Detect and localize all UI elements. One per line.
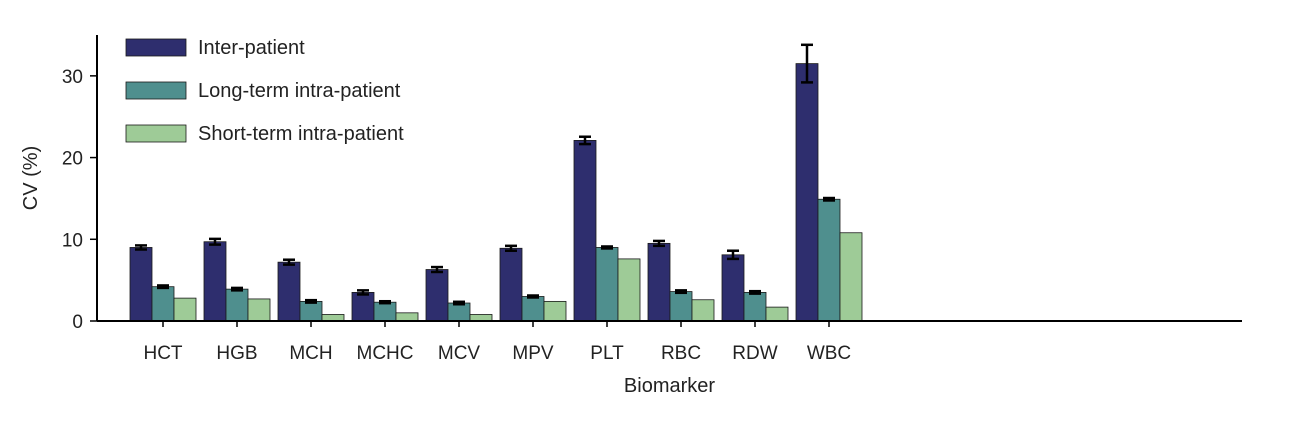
bar-hgb-series-1 <box>203 241 227 322</box>
bar-mchc-series-2 <box>373 301 397 322</box>
bar-wbc-series-1 <box>795 63 819 322</box>
x-tick-label-mch: MCH <box>289 343 332 364</box>
bar-rdw-series-3 <box>765 306 789 322</box>
bar-wbc-series-2 <box>817 198 841 322</box>
y-tick-label-10: 10 <box>62 230 83 251</box>
x-axis-title: Biomarker <box>624 375 715 397</box>
legend-label-series-2: Long-term intra-patient <box>198 80 401 102</box>
bar-mch-series-1 <box>277 261 301 322</box>
bar-rbc-series-1 <box>647 242 671 322</box>
bar-rdw-series-2 <box>743 291 767 322</box>
bar-mpv-series-1 <box>499 247 523 322</box>
legend-label-series-3: Short-term intra-patient <box>198 123 404 145</box>
bar-mchc-series-1 <box>351 291 375 322</box>
x-tick-label-mcv: MCV <box>438 343 481 364</box>
bar-hgb-series-2 <box>225 288 249 322</box>
x-tick-label-plt: PLT <box>590 343 624 364</box>
legend-swatch-series-3 <box>125 124 187 143</box>
legend-swatch-series-2 <box>125 81 187 100</box>
x-tick-label-hgb: HGB <box>216 343 257 364</box>
x-tick-label-rbc: RBC <box>661 343 701 364</box>
bar-plt-series-1 <box>573 140 597 322</box>
bar-mpv-series-3 <box>543 300 567 322</box>
bar-hct-series-1 <box>129 247 153 322</box>
x-tick-label-mpv: MPV <box>512 343 554 364</box>
bar-hct-series-3 <box>173 297 197 322</box>
y-tick-label-0: 0 <box>72 312 83 333</box>
bar-rbc-series-3 <box>691 299 715 322</box>
legend-label-series-1: Inter-patient <box>198 37 305 59</box>
bar-mch-series-2 <box>299 300 323 322</box>
legend-swatch-series-1 <box>125 38 187 57</box>
x-tick-label-hct: HCT <box>143 343 182 364</box>
bar-plt-series-2 <box>595 247 619 322</box>
bar-rbc-series-2 <box>669 291 693 322</box>
bar-hct-series-2 <box>151 286 175 322</box>
y-tick-label-30: 30 <box>62 67 83 88</box>
y-axis-title: CV (%) <box>20 146 42 210</box>
bar-wbc-series-3 <box>839 232 863 322</box>
bar-mchc-series-3 <box>395 312 419 322</box>
x-tick-label-wbc: WBC <box>807 343 851 364</box>
bar-mcv-series-2 <box>447 302 471 322</box>
x-tick-label-rdw: RDW <box>732 343 777 364</box>
bar-plt-series-3 <box>617 258 641 322</box>
y-tick-label-20: 20 <box>62 149 83 170</box>
bar-hgb-series-3 <box>247 298 271 322</box>
legend: Inter-patient Long-term intra-patient Shor… <box>125 37 404 145</box>
bar-rdw-series-1 <box>721 254 745 322</box>
x-tick-label-mchc: MCHC <box>357 343 414 364</box>
axes-layer: HCT HGB MCH MCHC MCV MPV PLT RBC RDW WBC 0 10 20 30 <box>62 35 1242 364</box>
bar-mcv-series-1 <box>425 269 449 322</box>
bars-layer <box>129 43 863 322</box>
bar-mpv-series-2 <box>521 296 545 322</box>
